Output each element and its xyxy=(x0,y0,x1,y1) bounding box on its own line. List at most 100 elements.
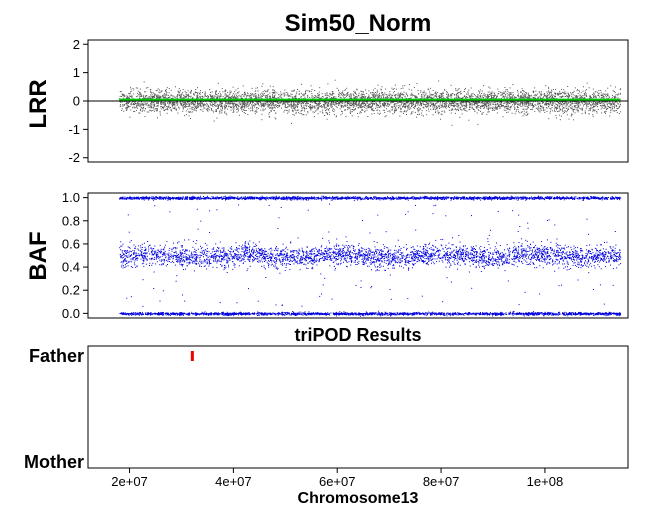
lrr-point xyxy=(386,105,388,107)
lrr-point xyxy=(539,96,541,98)
lrr-point xyxy=(129,106,131,107)
lrr-point xyxy=(134,101,136,103)
lrr-point xyxy=(563,89,565,91)
lrr-point xyxy=(175,101,177,103)
lrr-point xyxy=(294,96,296,98)
lrr-point xyxy=(182,106,184,108)
lrr-point xyxy=(369,97,370,99)
lrr-point xyxy=(496,103,498,105)
lrr-point xyxy=(255,93,256,95)
lrr-point xyxy=(605,105,607,107)
lrr-point xyxy=(564,112,565,114)
lrr-point xyxy=(593,109,595,111)
lrr-point xyxy=(548,86,550,88)
lrr-point xyxy=(377,104,379,106)
lrr-point xyxy=(490,95,492,97)
lrr-point xyxy=(538,106,539,108)
lrr-point xyxy=(431,104,433,106)
lrr-point xyxy=(224,97,226,99)
lrr-point xyxy=(483,94,485,96)
lrr-point xyxy=(197,94,199,96)
lrr-point xyxy=(297,89,298,90)
lrr-point xyxy=(457,97,459,99)
lrr-point xyxy=(544,102,546,104)
lrr-point xyxy=(324,106,326,108)
lrr-point xyxy=(472,93,474,95)
lrr-point xyxy=(314,95,316,96)
lrr-point xyxy=(555,103,557,105)
lrr-point xyxy=(296,101,298,103)
lrr-point xyxy=(149,109,151,111)
lrr-point xyxy=(385,88,387,90)
lrr-point xyxy=(615,106,617,108)
lrr-point xyxy=(546,95,548,97)
lrr-point xyxy=(382,109,384,111)
lrr-point xyxy=(440,105,442,107)
lrr-point xyxy=(547,103,549,105)
lrr-point xyxy=(443,106,444,108)
lrr-point xyxy=(189,118,191,119)
lrr-point xyxy=(133,106,135,108)
lrr-point xyxy=(185,102,187,104)
lrr-point xyxy=(378,96,380,98)
lrr-point xyxy=(358,92,360,94)
lrr-point xyxy=(134,101,136,103)
lrr-point xyxy=(180,96,182,98)
lrr-point xyxy=(493,97,495,98)
lrr-point xyxy=(522,105,524,107)
lrr-point xyxy=(440,97,441,98)
lrr-point xyxy=(142,96,144,98)
lrr-point xyxy=(591,107,593,109)
lrr-point xyxy=(521,111,523,113)
lrr-point xyxy=(441,105,443,107)
lrr-point xyxy=(528,97,530,99)
lrr-point xyxy=(419,102,421,104)
lrr-point xyxy=(519,112,521,114)
lrr-point xyxy=(463,109,465,110)
lrr-point xyxy=(224,90,226,92)
lrr-point xyxy=(557,107,559,109)
lrr-point xyxy=(479,92,480,94)
lrr-point xyxy=(498,106,500,107)
lrr-point xyxy=(551,90,553,92)
lrr-point xyxy=(360,107,362,109)
lrr-point xyxy=(383,105,384,107)
lrr-point xyxy=(514,113,516,115)
lrr-point xyxy=(132,107,133,109)
lrr-point xyxy=(349,98,351,99)
lrr-point xyxy=(258,97,260,99)
lrr-point xyxy=(248,95,250,97)
lrr-point xyxy=(614,91,616,93)
lrr-point xyxy=(555,88,557,90)
lrr-point xyxy=(418,109,420,111)
lrr-point xyxy=(610,104,612,106)
lrr-point xyxy=(389,97,391,99)
lrr-point xyxy=(331,104,333,105)
lrr-point xyxy=(418,107,420,109)
lrr-point xyxy=(333,103,335,105)
lrr-point xyxy=(244,104,245,106)
lrr-point xyxy=(601,107,603,109)
lrr-point xyxy=(324,94,326,96)
lrr-point xyxy=(327,83,329,85)
lrr-point xyxy=(506,112,508,113)
lrr-point xyxy=(503,106,505,108)
lrr-point xyxy=(446,96,448,98)
lrr-point xyxy=(404,104,406,105)
lrr-point xyxy=(560,104,562,105)
lrr-point xyxy=(542,110,544,112)
lrr-point xyxy=(414,96,416,98)
lrr-point xyxy=(360,94,362,96)
lrr-point xyxy=(215,105,216,107)
lrr-point xyxy=(351,111,353,113)
lrr-point xyxy=(335,105,337,107)
lrr-point xyxy=(467,97,469,99)
lrr-point xyxy=(284,101,286,103)
lrr-point xyxy=(465,104,467,106)
lrr-point xyxy=(220,108,222,110)
lrr-point xyxy=(484,105,486,107)
lrr-point xyxy=(325,94,327,96)
lrr-point xyxy=(376,105,378,107)
lrr-point xyxy=(266,94,268,96)
lrr-point xyxy=(548,90,550,92)
